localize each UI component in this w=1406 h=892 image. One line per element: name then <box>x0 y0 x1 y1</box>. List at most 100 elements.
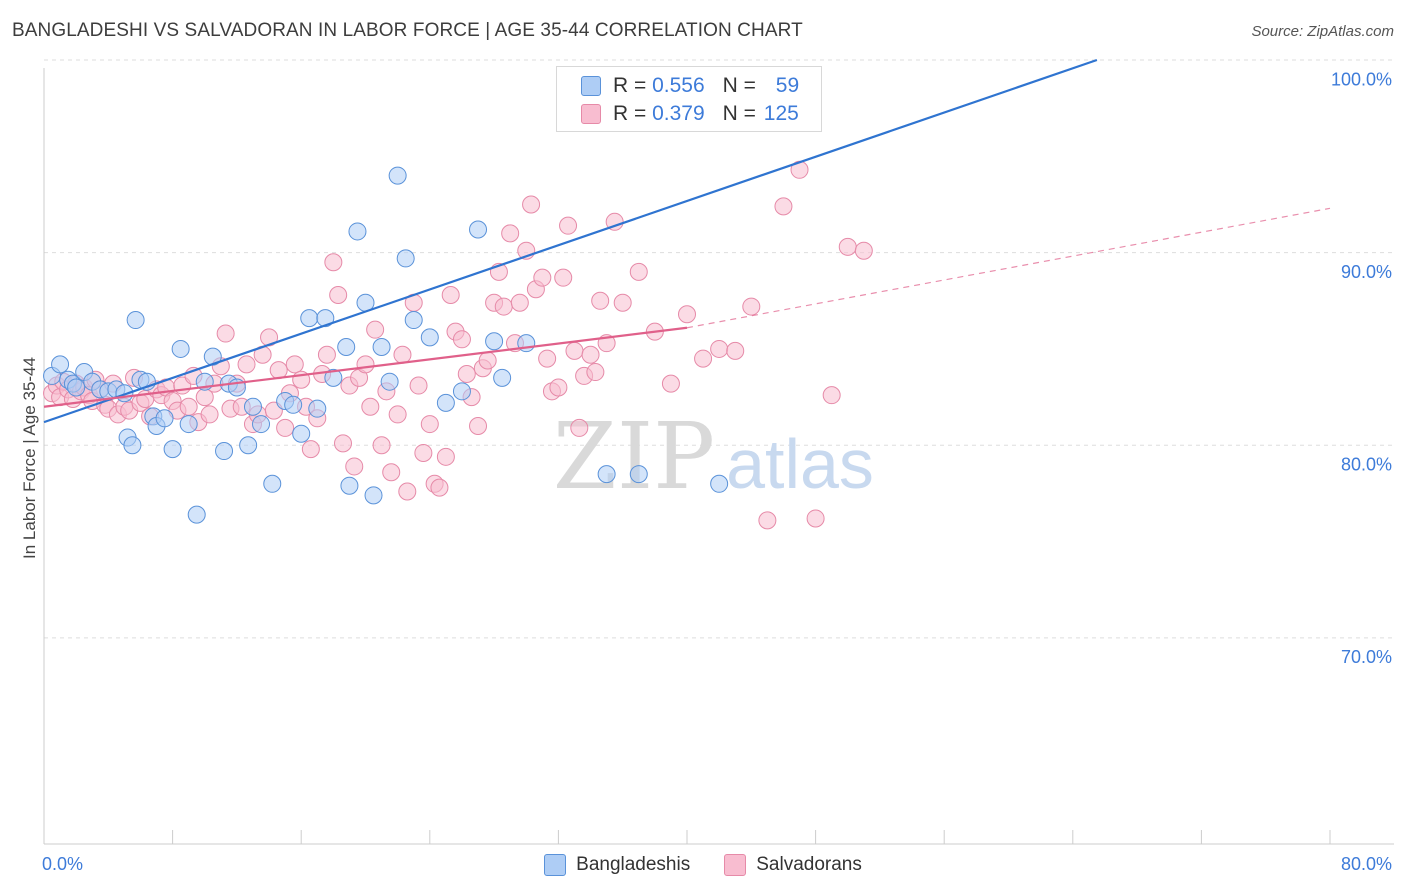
data-points <box>43 160 873 530</box>
legend-row-salvadoran: R = 0.379 N = 125 <box>581 100 799 128</box>
trend-lines <box>43 58 1331 424</box>
legend-item-bangladeshis: Bangladeshis <box>544 854 690 876</box>
bangladeshi-point <box>452 382 471 401</box>
salvadoran-point <box>661 374 680 393</box>
salvadoran-point <box>478 351 497 370</box>
salvadoran-point <box>366 320 385 339</box>
salvadoran-point <box>591 291 610 310</box>
trend-extension <box>686 207 1331 329</box>
bangladeshi-point <box>710 474 729 493</box>
bangladeshi-point <box>163 440 182 459</box>
trend-line <box>43 58 1098 424</box>
trend-line <box>43 326 688 408</box>
salvadoran-point <box>285 355 304 374</box>
salvadoran-point <box>510 293 529 312</box>
bangladeshi-point <box>187 505 206 524</box>
salvadoran-point <box>324 253 343 272</box>
bangladeshi-swatch <box>581 76 601 96</box>
salvadoran-point <box>559 216 578 235</box>
n-value: 59 <box>775 74 800 97</box>
bangladeshi-point <box>300 309 319 328</box>
bangladeshi-point <box>340 476 359 495</box>
salvadoran-point <box>452 330 471 349</box>
salvadoran-point <box>356 355 375 374</box>
bangladeshi-point <box>469 220 488 239</box>
r-value: 0.379 <box>652 102 705 125</box>
n-label: N = <box>722 74 762 97</box>
salvadoran-point <box>726 341 745 360</box>
bangladeshi-point <box>263 474 282 493</box>
bangladeshi-point <box>420 328 439 347</box>
y-tick-label: 70.0% <box>1341 647 1392 667</box>
bangladeshi-point <box>284 395 303 414</box>
bangladeshi-point <box>239 436 258 455</box>
bangladeshi-point <box>215 442 234 461</box>
salvadoran-point <box>774 197 793 216</box>
salvadorans-swatch <box>724 854 747 876</box>
salvadoran-point <box>317 345 336 364</box>
salvadoran-point <box>838 237 857 256</box>
salvadoran-point <box>345 457 364 476</box>
bangladeshi-point <box>337 338 356 357</box>
salvadoran-point <box>494 297 513 316</box>
bangladeshi-point <box>396 249 415 268</box>
salvadoran-point <box>469 416 488 435</box>
n-value: 125 <box>763 102 799 125</box>
bangladeshi-point <box>67 378 86 397</box>
salvadoran-point <box>522 195 541 214</box>
salvadoran-point <box>430 478 449 497</box>
salvadoran-point <box>372 436 391 455</box>
y-tick-label: 100.0% <box>1331 69 1392 89</box>
bangladeshi-point <box>243 397 262 416</box>
watermark-atlas: atlas <box>726 425 874 503</box>
legend-label: Bangladeshis <box>576 854 691 875</box>
bangladeshi-point <box>493 368 512 387</box>
chart-title: BANGLADESHI VS SALVADORAN IN LABOR FORCE… <box>12 20 803 41</box>
bangladeshi-point <box>404 311 423 330</box>
bangladeshi-point <box>316 309 335 328</box>
axes <box>43 68 1394 845</box>
y-tick-label: 80.0% <box>1341 455 1392 475</box>
salvadoran-point <box>613 293 632 312</box>
salvadoran-point <box>554 268 573 287</box>
salvadoran-point <box>586 363 605 382</box>
bangladeshi-point <box>597 465 616 484</box>
bangladeshi-point <box>372 338 391 357</box>
y-tick-label: 90.0% <box>1341 262 1392 282</box>
n-label: N = <box>722 102 762 125</box>
salvadoran-point <box>457 364 476 383</box>
gridlines <box>44 59 1394 639</box>
legend-row-bangladeshi: R = 0.556 N = 59 <box>581 72 799 100</box>
bangladeshi-point <box>179 415 198 434</box>
salvadoran-point <box>414 443 433 462</box>
salvadoran-point <box>549 378 568 397</box>
salvadoran-point <box>361 397 380 416</box>
y-axis-label: In Labor Force | Age 35-44 <box>20 357 39 559</box>
watermark: ZIP atlas <box>553 403 874 510</box>
salvadoran-point <box>276 418 295 437</box>
watermark-zip: ZIP <box>553 403 715 510</box>
salvadoran-point <box>854 241 873 260</box>
legend-item-salvadorans: Salvadorans <box>724 854 862 876</box>
bangladeshi-point <box>348 222 367 241</box>
r-value: 0.556 <box>652 74 705 97</box>
bangladeshi-point <box>252 415 271 434</box>
salvadoran-point <box>678 305 696 324</box>
salvadoran-point <box>179 397 198 416</box>
bangladeshi-point <box>155 409 174 428</box>
bangladeshi-point <box>629 465 648 484</box>
salvadoran-point <box>301 440 320 459</box>
x-tick-label: 80.0% <box>1341 854 1392 874</box>
salvadoran-point <box>216 324 235 343</box>
x-tick-label: 0.0% <box>42 854 83 874</box>
source-credit: Source: ZipAtlas.com <box>1251 23 1394 40</box>
bangladeshi-point <box>123 436 142 455</box>
salvadoran-point <box>629 262 648 281</box>
salvadoran-point <box>200 405 219 424</box>
salvadoran-point <box>742 297 761 316</box>
salvadoran-point <box>420 415 439 434</box>
salvadoran-point <box>441 286 460 305</box>
bangladeshi-point <box>308 399 327 418</box>
salvadoran-point <box>393 345 412 364</box>
